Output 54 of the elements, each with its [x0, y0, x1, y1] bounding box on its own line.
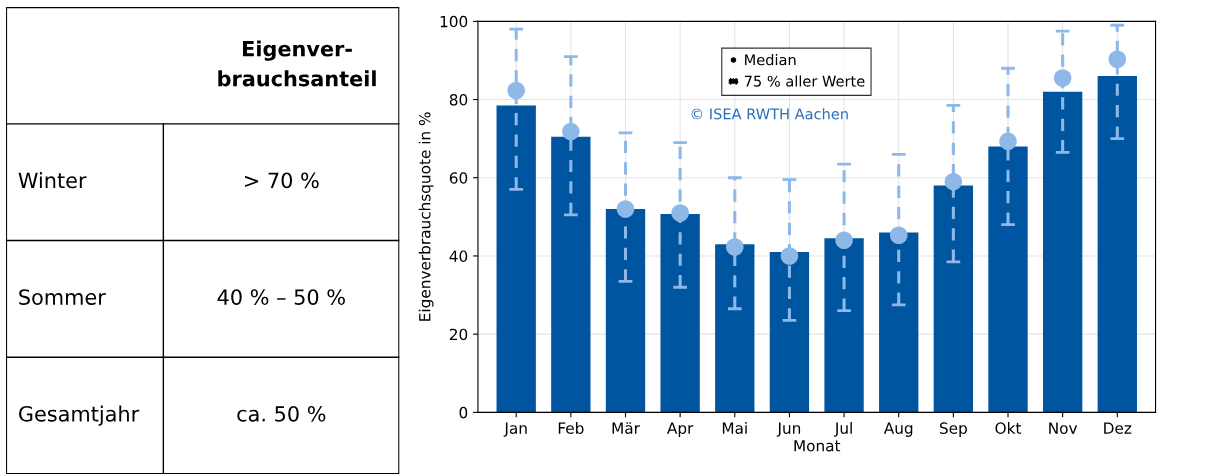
point — [671, 204, 689, 222]
bar — [933, 185, 974, 413]
point — [889, 226, 908, 245]
text: 40 % – 50 % — [217, 289, 345, 305]
point — [835, 231, 853, 250]
point — [726, 238, 744, 256]
text: Sommer — [19, 289, 106, 305]
point — [944, 172, 963, 191]
bar — [1097, 76, 1137, 413]
bar — [605, 209, 646, 413]
y-tick-label: 100 — [440, 15, 468, 28]
y-tick-label: 0 — [459, 406, 468, 419]
text: ca. 50 % — [237, 405, 326, 422]
x-tick-label: Apr — [667, 422, 694, 437]
text: Eigenver- brauchsanteil — [218, 40, 376, 87]
x-axis-title: Monat — [794, 440, 841, 452]
x-tick-label: Aug — [883, 422, 913, 437]
y-tick-label: 80 — [449, 94, 468, 106]
x-tick-label: Feb — [558, 422, 584, 434]
annotation: 75 % aller Werte — [744, 75, 865, 87]
y-axis-title: Eigenverbrauchsquote in % — [418, 112, 434, 321]
x-tick-label: Jun — [776, 422, 801, 437]
text: Gesamtjahr — [19, 405, 140, 426]
bar — [1042, 91, 1083, 413]
bar — [988, 146, 1028, 413]
y-tick-label: 40 — [449, 250, 468, 262]
text: Median — [745, 54, 796, 66]
x-tick-label: Jul — [834, 422, 852, 437]
bar — [660, 214, 700, 413]
bar — [496, 105, 536, 413]
point — [1108, 50, 1127, 69]
bar — [879, 232, 919, 413]
point — [507, 81, 525, 100]
bar — [824, 238, 864, 413]
y-tick-label: 60 — [449, 172, 468, 184]
x-tick-label: Mär — [612, 422, 640, 434]
x-tick-label: Mai — [722, 422, 747, 434]
x-tick-label: Sep — [939, 422, 967, 437]
annotation: © ISEA RWTH Aachen — [691, 108, 848, 120]
bar — [769, 252, 810, 413]
point — [780, 247, 799, 265]
text: Winter — [18, 172, 87, 189]
x-tick-label: Okt — [995, 422, 1022, 434]
point — [999, 132, 1017, 151]
x-tick-label: Nov — [1049, 422, 1078, 434]
y-tick-label: 20 — [449, 328, 468, 341]
bar — [715, 244, 755, 413]
x-tick-label: Jan — [503, 422, 527, 437]
point — [562, 122, 580, 141]
point — [1053, 69, 1072, 87]
x-tick-label: Dez — [1104, 422, 1132, 434]
text: > 70 % — [245, 172, 319, 189]
bar — [551, 136, 591, 413]
point — [616, 200, 635, 218]
